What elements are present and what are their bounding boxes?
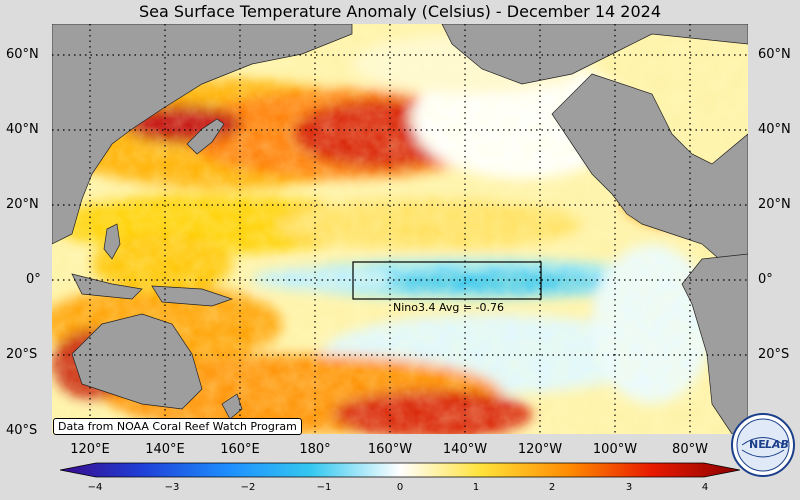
lat-label-left: 40°S: [6, 423, 38, 438]
lat-label-left: 40°N: [6, 122, 39, 137]
graticule: [52, 24, 748, 434]
svg-text:NE: NE: [749, 438, 766, 451]
land-masses: [52, 24, 748, 434]
lat-label-left: 20°N: [6, 197, 39, 212]
lat-label-right: 0°: [758, 272, 773, 287]
colorbar-tick: 1: [472, 482, 480, 493]
lat-label-right: 20°S: [758, 347, 790, 362]
colorbar-tick: −2: [240, 482, 256, 493]
lat-label-right: 20°N: [758, 197, 791, 212]
colorbar-tick: 2: [548, 482, 556, 493]
lon-label: 180°: [299, 442, 331, 457]
map-title: Sea Surface Temperature Anomaly (Celsius…: [139, 2, 661, 21]
lat-label-left: 60°N: [6, 47, 39, 62]
colorbar-tick: −1: [316, 482, 332, 493]
nelab-logo-icon: NE LAB: [731, 413, 795, 477]
lon-label: 80°W: [672, 442, 708, 457]
lon-label: 140°W: [442, 442, 488, 457]
colorbar-tick: 3: [625, 482, 633, 493]
nino-box-label: Nino3.4 Avg = -0.76: [393, 301, 505, 314]
lat-label-left: 20°S: [6, 347, 38, 362]
lon-label: 160°E: [220, 442, 260, 457]
nino34-box: [352, 261, 542, 300]
map-area: [52, 24, 748, 434]
lon-label: 100°W: [592, 442, 638, 457]
colorbar-tick: −4: [87, 482, 103, 493]
lat-label-right: 40°N: [758, 122, 791, 137]
lat-label-left: 0°: [26, 272, 41, 287]
data-credit: Data from NOAA Coral Reef Watch Program: [53, 418, 302, 435]
colorbar-tick: 0: [396, 482, 404, 493]
colorbar-tick: −3: [164, 482, 180, 493]
lon-label: 120°E: [70, 442, 110, 457]
svg-text:LAB: LAB: [765, 438, 789, 451]
lon-label: 140°E: [145, 442, 185, 457]
lon-label: 160°W: [367, 442, 413, 457]
lon-label: 120°W: [517, 442, 563, 457]
colorbar: [60, 462, 740, 478]
sst-anomaly-map: [52, 24, 748, 434]
lat-label-right: 60°N: [758, 47, 791, 62]
colorbar-tick: 4: [701, 482, 709, 493]
